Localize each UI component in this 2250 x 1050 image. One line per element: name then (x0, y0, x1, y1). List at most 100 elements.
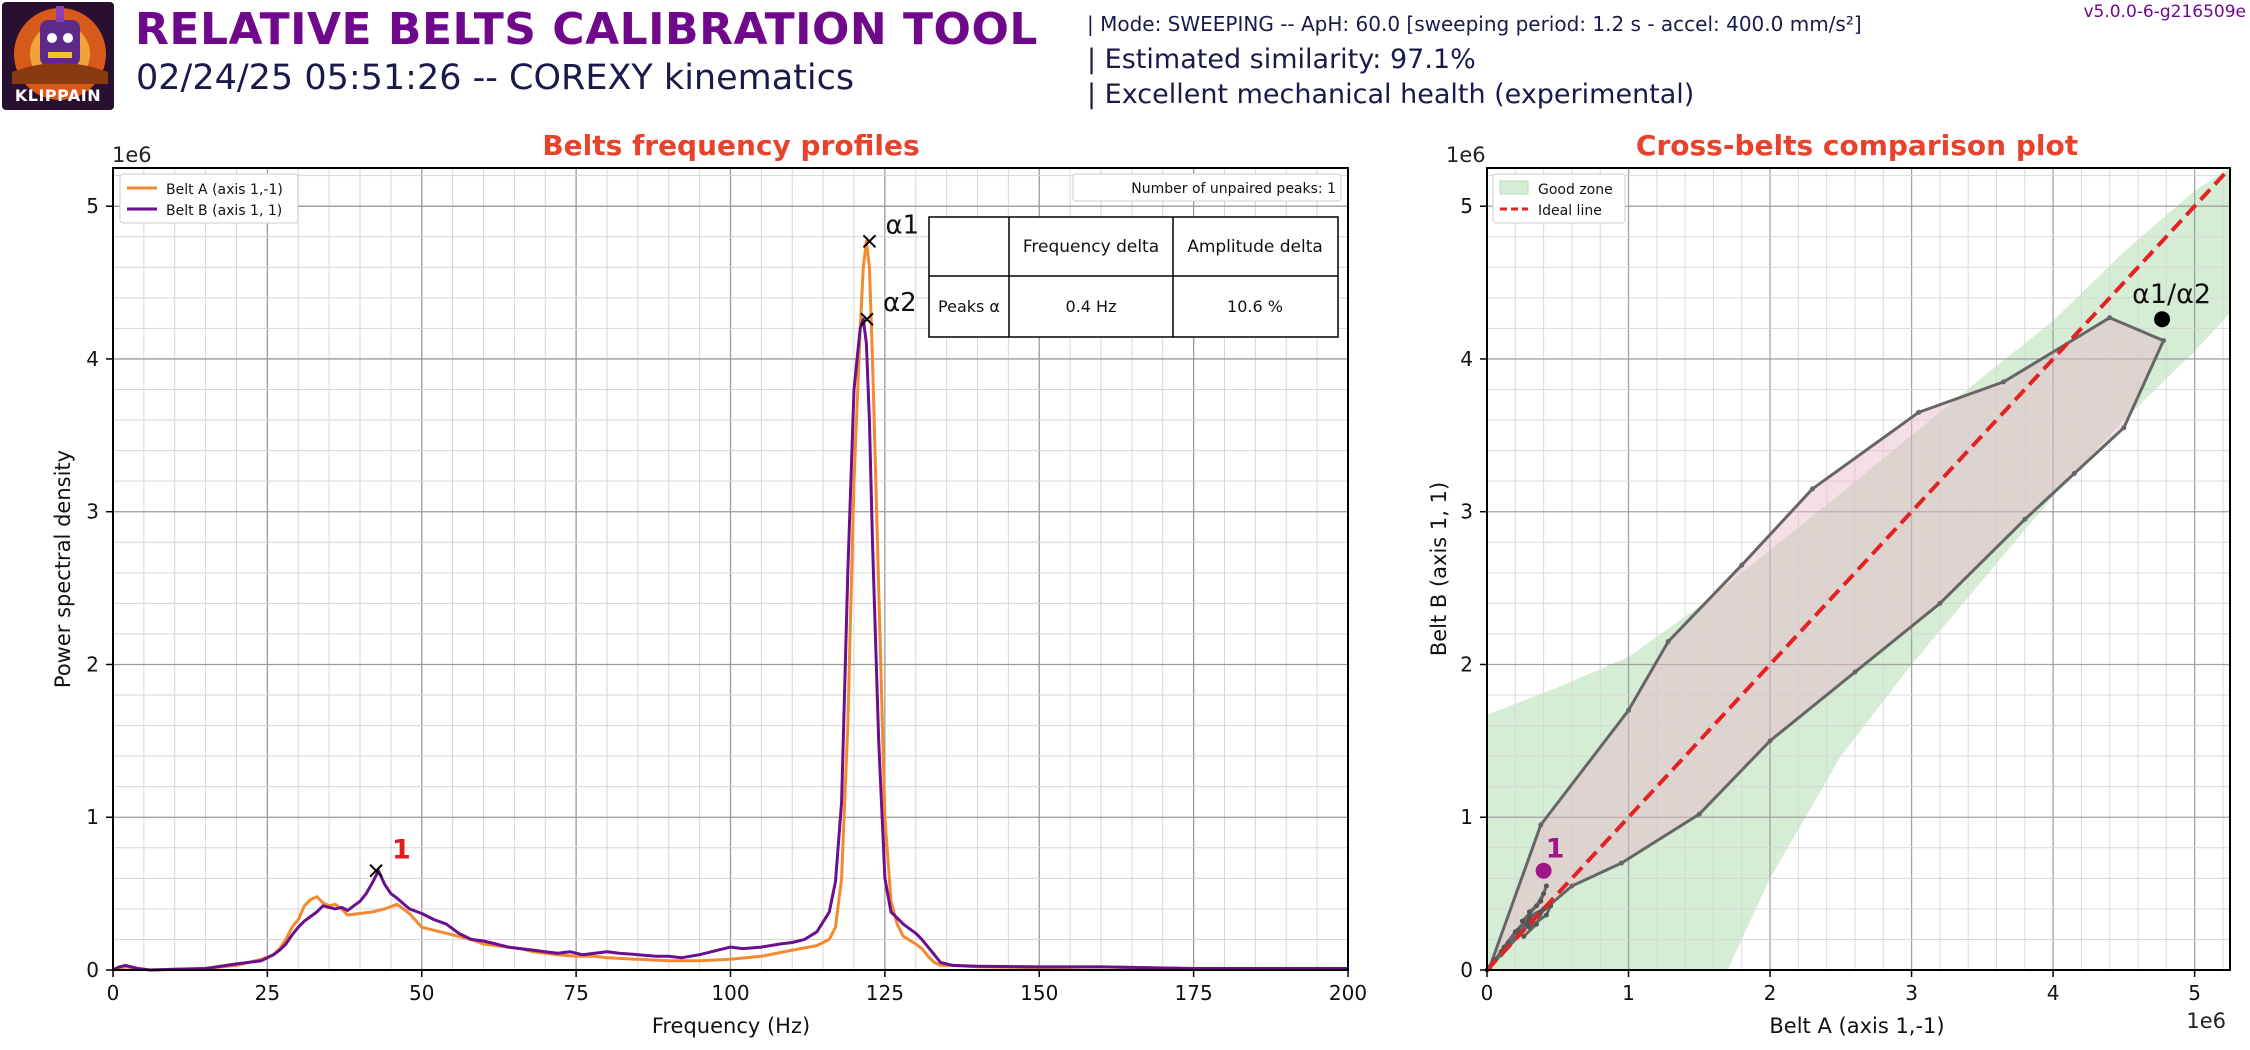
unpaired-peaks-legend: Number of unpaired peaks: 1 (1072, 173, 1342, 202)
table-header-frequency: Frequency delta (1023, 237, 1159, 257)
envelope-point (1538, 822, 1544, 828)
peak-label: α2 (883, 288, 917, 318)
left-tick-labels: 0 25 50 75 100 125 150 175 200 0 1 2 3 4 5 (86, 194, 1367, 1005)
x-tick-label: 175 (1175, 981, 1213, 1005)
klippain-logo: KLIPPAIN (2, 2, 114, 110)
table-header-amplitude: Amplitude delta (1187, 237, 1323, 257)
peak-point-label: 1 (1546, 834, 1565, 865)
page-subtitle: 02/24/25 05:51:26 -- COREXY kinematics (136, 58, 855, 98)
similarity-envelope (1488, 316, 2165, 969)
envelope-point (2160, 338, 2166, 344)
trace-point (1543, 883, 1549, 889)
x-tick-label: 125 (866, 981, 904, 1005)
right-series: α1/α2 1 (1484, 166, 2232, 973)
envelope-point (2001, 379, 2007, 385)
envelope-point (1569, 883, 1575, 889)
right-y-scale-label: 1e6 (1446, 143, 1486, 167)
table-amplitude-delta: 10.6 % (1227, 297, 1283, 316)
envelope-point (1739, 562, 1745, 568)
y-tick-label: 1 (86, 805, 99, 829)
mode-info: | Mode: SWEEPING -- ApH: 60.0 [sweeping … (1087, 12, 1862, 36)
envelope-point (1665, 639, 1671, 645)
envelope-point (1852, 669, 1858, 675)
trace-point (1526, 924, 1532, 930)
y-tick-label: 2 (1460, 652, 1473, 676)
envelope-point (2022, 516, 2028, 522)
x-tick-label: 1 (1622, 981, 1635, 1005)
health-info: | Excellent mechanical health (experimen… (1087, 79, 1695, 110)
left-x-label: Frequency (Hz) (652, 1014, 810, 1038)
envelope-point (2107, 315, 2113, 321)
legend-belt-b: Belt B (axis 1, 1) (166, 203, 282, 219)
y-tick-label: 3 (1460, 500, 1473, 524)
right-y-label: Belt B (axis 1, 1) (1427, 482, 1451, 656)
envelope-point (1937, 600, 1943, 606)
y-tick-label: 1 (1460, 805, 1473, 829)
x-tick-label: 75 (563, 981, 588, 1005)
y-tick-label: 2 (86, 652, 99, 676)
right-x-label: Belt A (axis 1,-1) (1769, 1014, 1944, 1038)
envelope-point (1696, 811, 1702, 817)
y-tick-label: 5 (1460, 194, 1473, 218)
peak-point-label: α1/α2 (2132, 279, 2211, 310)
peak-label: 1 (392, 835, 411, 866)
trace-point (1521, 933, 1527, 939)
left-legend: Belt A (axis 1,-1) Belt B (axis 1, 1) (119, 173, 299, 224)
peak-marker (369, 863, 383, 878)
envelope-point (2121, 425, 2127, 431)
peak-marker (862, 234, 877, 249)
similarity-info: | Estimated similarity: 97.1% (1087, 44, 1476, 75)
y-tick-label: 0 (1460, 958, 1473, 982)
envelope-point (1767, 738, 1773, 744)
trace-point (1526, 909, 1532, 915)
logo-image (12, 6, 108, 100)
peak-point (2154, 311, 2171, 328)
left-y-scale-label: 1e6 (112, 143, 152, 167)
table-frequency-delta: 0.4 Hz (1066, 297, 1117, 316)
right-x-scale-label: 1e6 (2186, 1009, 2226, 1033)
x-tick-label: 3 (1905, 981, 1918, 1005)
left-grid (112, 168, 1349, 971)
x-tick-label: 5 (2188, 981, 2201, 1005)
left-series (112, 239, 1348, 972)
peaks-table: Frequency delta Amplitude delta Peaks α … (928, 216, 1339, 338)
peak-point (1535, 862, 1552, 879)
envelope-point (1916, 409, 1922, 415)
left-peaks: α1 α2 1 (369, 210, 919, 878)
x-tick-label: 100 (711, 981, 749, 1005)
trace-point (1541, 891, 1547, 897)
x-tick-label: 25 (255, 981, 280, 1005)
version-label: v5.0.0-6-g216509e (2083, 2, 2246, 22)
right-plot-title: Cross-belts comparison plot (1636, 129, 2078, 162)
right-tick-labels: 0 1 2 3 4 5 0 1 2 3 4 5 (1460, 194, 2201, 1005)
trace-point (1526, 914, 1532, 920)
x-tick-label: 150 (1020, 981, 1058, 1005)
trace-point (1538, 898, 1544, 904)
page-title: RELATIVE BELTS CALIBRATION TOOL (135, 4, 1038, 55)
x-tick-label: 0 (1481, 981, 1494, 1005)
trace-point (1534, 903, 1540, 909)
unpaired-peaks-text: Number of unpaired peaks: 1 (1131, 181, 1336, 197)
envelope-point (2071, 471, 2077, 477)
x-tick-label: 4 (2047, 981, 2060, 1005)
right-axes-frame (1486, 167, 2231, 971)
right-legend: Good zone Ideal line (1492, 173, 1626, 224)
peak-marker (860, 312, 874, 326)
cross-belts-plot: Cross-belts comparison plot 1e6 1e6 α1/α… (1427, 129, 2232, 1038)
legend-belt-a: Belt A (axis 1,-1) (166, 182, 283, 198)
trace-point (1543, 912, 1549, 918)
envelope-point (1810, 486, 1816, 492)
y-tick-label: 5 (86, 194, 99, 218)
y-tick-label: 4 (1460, 347, 1473, 371)
logo-text: KLIPPAIN (14, 86, 102, 105)
legend-ideal-line: Ideal line (1538, 203, 1602, 219)
x-tick-label: 0 (107, 981, 120, 1005)
peak-label: α1 (885, 210, 919, 240)
trace-point (1534, 921, 1540, 927)
left-y-label: Power spectral density (51, 450, 75, 688)
x-tick-label: 200 (1329, 981, 1367, 1005)
legend-good-zone: Good zone (1538, 182, 1613, 198)
left-plot-title: Belts frequency profiles (542, 129, 919, 162)
